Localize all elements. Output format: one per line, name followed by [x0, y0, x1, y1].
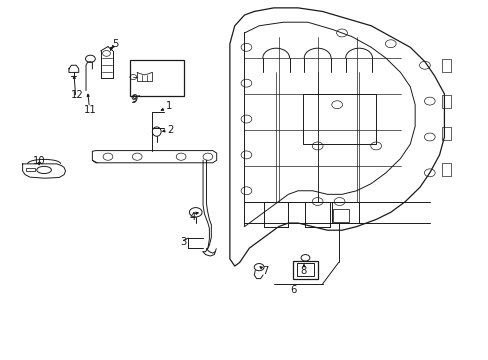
- Text: 9: 9: [131, 94, 138, 104]
- Bar: [296, 263, 314, 276]
- Text: 12: 12: [71, 90, 84, 100]
- Text: 6: 6: [289, 285, 296, 296]
- Text: 5: 5: [112, 39, 119, 49]
- Bar: [26, 168, 35, 171]
- Bar: [441, 95, 450, 108]
- Text: 10: 10: [33, 156, 45, 166]
- Text: 9: 9: [130, 95, 136, 105]
- Bar: [331, 202, 358, 223]
- Bar: [303, 94, 375, 144]
- Text: 2: 2: [167, 125, 173, 135]
- Text: 1: 1: [165, 102, 172, 112]
- Text: 7: 7: [262, 266, 268, 276]
- Bar: [441, 59, 450, 72]
- Bar: [130, 60, 183, 96]
- Bar: [441, 163, 450, 176]
- Text: 3: 3: [180, 237, 186, 247]
- Bar: [332, 209, 348, 222]
- Text: 4: 4: [189, 212, 195, 221]
- Bar: [293, 261, 317, 279]
- Bar: [441, 127, 450, 140]
- Text: 8: 8: [300, 266, 306, 276]
- Text: 11: 11: [84, 105, 97, 115]
